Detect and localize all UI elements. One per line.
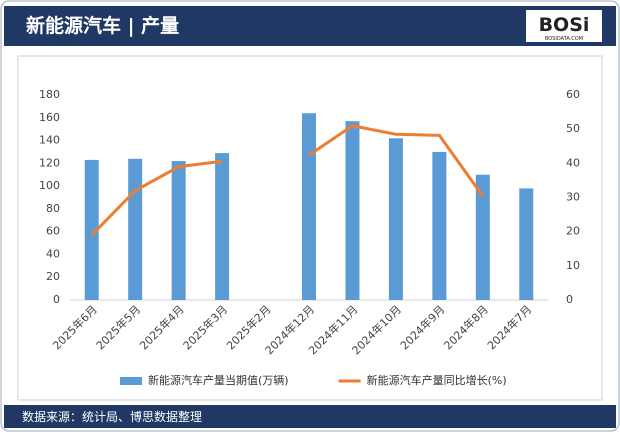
bar bbox=[215, 153, 230, 300]
y2-tick-label: 0 bbox=[566, 293, 573, 306]
footer-source: 数据来源：统计局、博思数据整理 bbox=[22, 409, 202, 424]
legend-label: 新能源汽车产量当期值(万辆) bbox=[148, 373, 289, 387]
bar bbox=[171, 161, 186, 300]
y-tick-label: 180 bbox=[39, 88, 60, 101]
line bbox=[90, 124, 485, 237]
bar bbox=[84, 159, 99, 300]
y2-tick-label: 60 bbox=[566, 88, 580, 101]
y-tick-label: 40 bbox=[46, 247, 60, 260]
y2-tick-label: 20 bbox=[566, 225, 580, 238]
bar bbox=[128, 158, 143, 300]
y-tick-label: 160 bbox=[39, 111, 60, 124]
plot-frame bbox=[17, 55, 603, 401]
y-tick-label: 20 bbox=[46, 270, 60, 283]
y2-tick-label: 40 bbox=[566, 156, 580, 169]
y-tick-label: 120 bbox=[39, 156, 60, 169]
logo: BOSi bbox=[539, 14, 590, 36]
logo-sub: BOSIDATA.COM bbox=[545, 36, 583, 42]
y2-tick-label: 50 bbox=[566, 122, 580, 135]
bar bbox=[345, 121, 360, 300]
bar bbox=[302, 113, 316, 300]
y-tick-label: 100 bbox=[39, 179, 60, 192]
bar bbox=[519, 188, 534, 300]
y-tick-label: 140 bbox=[39, 134, 60, 147]
logo-box bbox=[526, 10, 602, 42]
bar bbox=[432, 151, 447, 300]
legend-label: 新能源汽车产量同比增长(%) bbox=[367, 373, 507, 387]
footer-bar bbox=[4, 405, 616, 428]
y-tick-label: 80 bbox=[46, 202, 60, 215]
legend-swatch bbox=[120, 377, 142, 385]
header-title: 新能源汽车 | 产量 bbox=[26, 14, 179, 37]
header-bar bbox=[4, 6, 616, 46]
y2-tick-label: 30 bbox=[566, 191, 580, 204]
y2-tick-label: 10 bbox=[566, 259, 580, 272]
y-tick-label: 60 bbox=[46, 225, 60, 238]
y-tick-label: 0 bbox=[53, 293, 60, 306]
bar bbox=[388, 138, 403, 300]
bar bbox=[475, 174, 490, 300]
